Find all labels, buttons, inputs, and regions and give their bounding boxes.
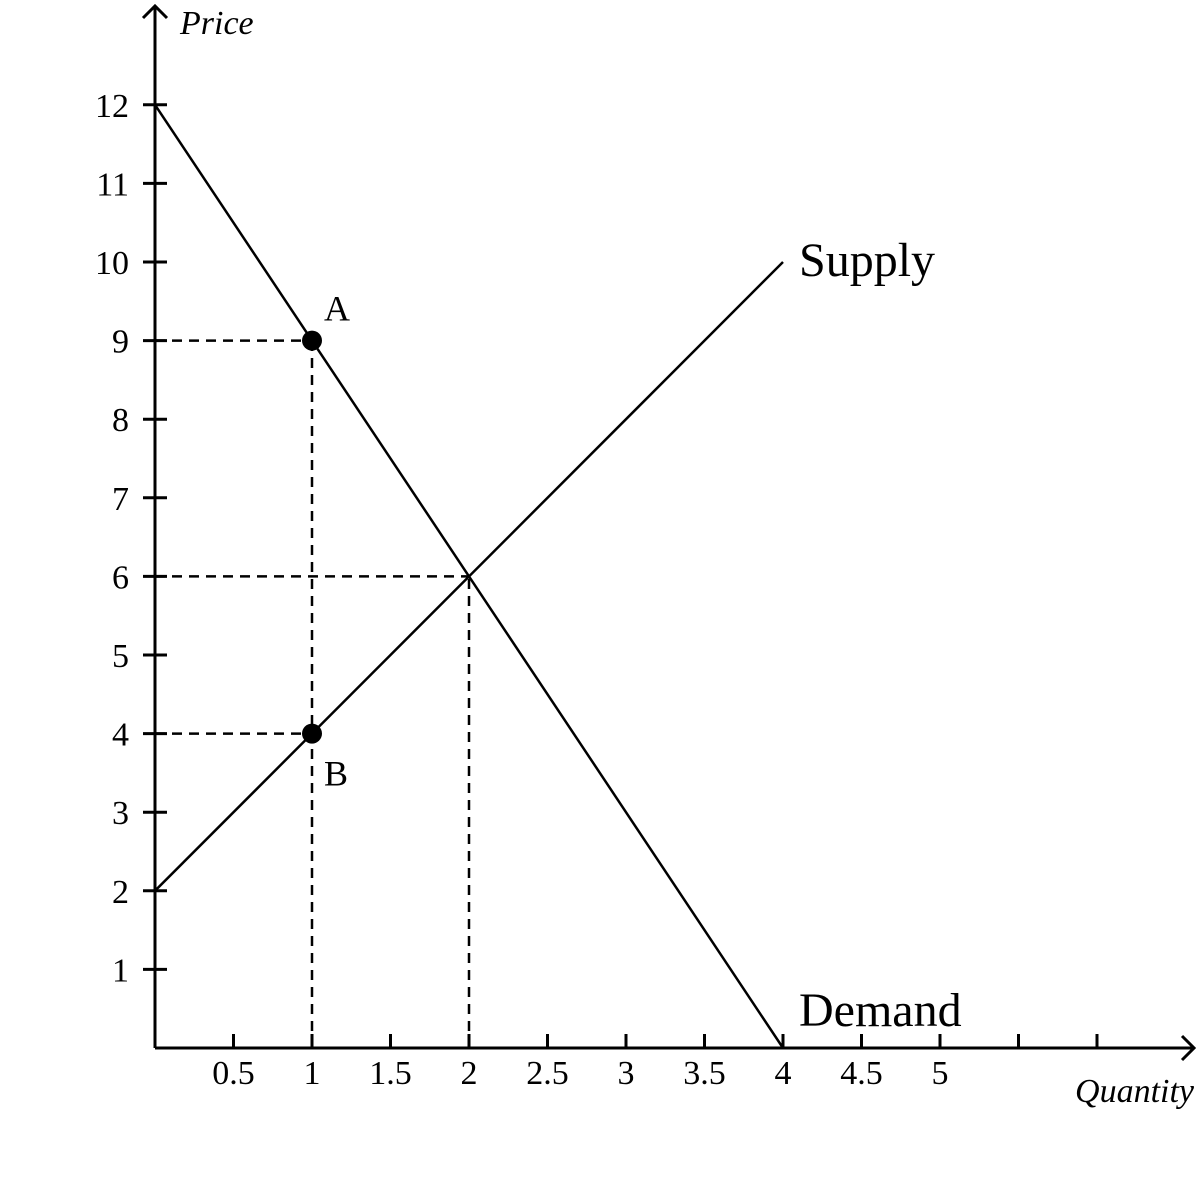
y-tick-label: 4 xyxy=(112,717,129,754)
x-tick-label: 3 xyxy=(618,1055,635,1092)
x-tick-label: 1 xyxy=(304,1055,321,1092)
x-tick-label: 3.5 xyxy=(683,1055,726,1092)
supply-label: Supply xyxy=(799,234,935,287)
x-axis-arrow-icon xyxy=(1180,1034,1197,1062)
y-tick-label: 12 xyxy=(95,88,129,125)
y-tick-label: 9 xyxy=(112,324,129,361)
demand-label: Demand xyxy=(799,984,962,1037)
curves: Supply Demand xyxy=(153,104,962,1049)
x-tick-label: 2 xyxy=(461,1055,478,1092)
x-tick-label: 4 xyxy=(775,1055,792,1092)
axes: Price Quantity xyxy=(141,3,1197,1110)
y-tick-label: 3 xyxy=(112,795,129,832)
x-tick-label: 0.5 xyxy=(212,1055,255,1092)
point-b xyxy=(302,723,322,744)
x-tick-label: 1.5 xyxy=(369,1055,412,1092)
y-axis-arrow-icon xyxy=(141,3,169,20)
x-tick-label: 5 xyxy=(932,1055,949,1092)
y-tick-label: 8 xyxy=(112,402,129,439)
y-tick-label: 2 xyxy=(112,874,129,911)
point-a-label: A xyxy=(324,289,350,329)
guide-lines xyxy=(155,339,471,1048)
y-tick-label: 5 xyxy=(112,638,129,675)
y-tick-label: 11 xyxy=(96,166,129,203)
y-tick-label: 7 xyxy=(112,481,129,518)
demand-curve xyxy=(153,104,785,1049)
y-tick-label: 6 xyxy=(112,559,129,596)
x-tick-label: 4.5 xyxy=(840,1055,883,1092)
point-a xyxy=(302,330,322,351)
y-axis-title: Price xyxy=(179,5,254,42)
y-tick-label: 1 xyxy=(112,952,129,989)
point-b-label: B xyxy=(324,754,348,794)
x-tick-label: 2.5 xyxy=(526,1055,569,1092)
points: AB xyxy=(302,289,350,794)
x-axis-title: Quantity xyxy=(1075,1073,1195,1110)
y-tick-label: 10 xyxy=(95,245,129,282)
